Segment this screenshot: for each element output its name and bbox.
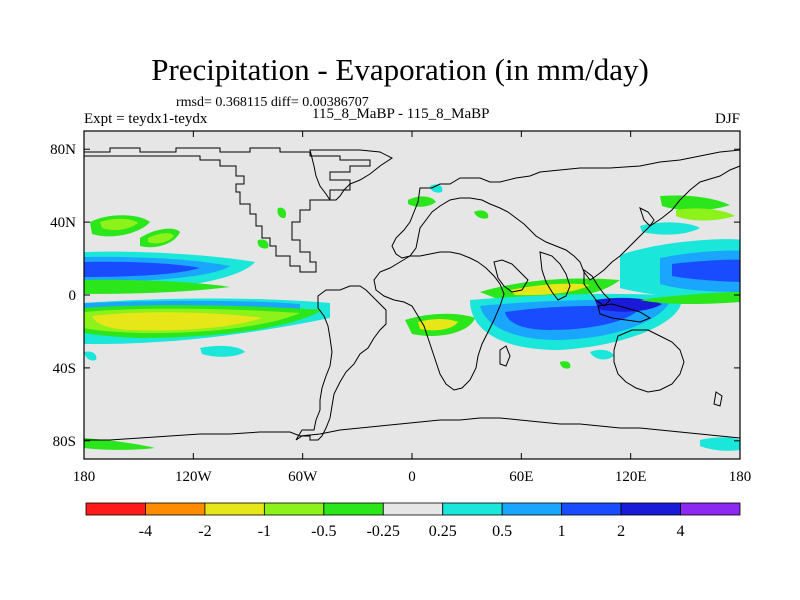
fill-south-band-yellow	[92, 312, 262, 331]
fill-south-indian-green	[560, 361, 571, 369]
fill-south-indian-cyan	[590, 349, 614, 360]
colorbar-label: 1	[558, 523, 566, 540]
colorbar-swatch	[501, 502, 563, 516]
coast-indonesia	[597, 303, 652, 323]
coast-arabia	[493, 259, 529, 293]
coast-indochina	[583, 269, 611, 307]
coast-south-america	[295, 285, 387, 441]
fill-southeast-pacific2-cyan	[84, 351, 97, 361]
fill-southeast-pacific-cyan	[200, 345, 245, 357]
colorbar-label: -1	[258, 523, 271, 540]
colorbar-swatch	[382, 502, 444, 516]
coast-japan	[639, 207, 655, 227]
x-tick-label: 180	[73, 469, 96, 485]
colorbar: -4 -2 -1 -0.5 -0.25 0.25 0.5 1 2 4	[85, 502, 741, 540]
colorbar-label: 0.5	[492, 523, 512, 540]
fill-nw-pacific-cyan	[640, 222, 700, 235]
colorbar-label: -0.25	[367, 523, 400, 540]
fill-atlantic-north-green	[257, 239, 269, 249]
contour-fills	[84, 184, 740, 451]
colorbar-swatch	[620, 502, 681, 516]
coast-india	[539, 251, 571, 301]
coast-north-america	[84, 147, 371, 273]
fill-atlantic-ne2-cyan	[430, 184, 443, 193]
x-tick-label: 60E	[509, 469, 533, 485]
fill-maritime-yellow	[418, 319, 458, 331]
y-tick-label: 40N	[50, 215, 76, 231]
colorbar-swatch	[263, 502, 325, 516]
fill-indian-positive-core	[595, 297, 662, 312]
chart-title: Precipitation - Evaporation (in mm/day)	[151, 52, 649, 87]
colorbar-swatch	[145, 502, 206, 516]
y-tick-label: 80S	[53, 434, 76, 450]
coast-newzealand	[713, 391, 723, 407]
y-tick-label: 80N	[50, 142, 76, 158]
colorbar-swatch	[442, 502, 503, 516]
coastlines	[84, 147, 741, 441]
x-tick-label: 120W	[175, 469, 213, 485]
season-label: DJF	[714, 111, 740, 127]
fill-southern-ocean-cyan	[700, 437, 740, 451]
fill-eurasia-green	[474, 210, 489, 219]
x-tick-label: 60W	[288, 469, 318, 485]
fill-north-itcz-blue	[84, 261, 200, 277]
coast-antarctica	[84, 417, 741, 441]
x-tick-label: 120E	[615, 469, 647, 485]
colorbar-label: -2	[198, 523, 211, 540]
stats-line: rmsd= 0.368115 diff= 0.00386707	[176, 95, 369, 110]
y-tick-label: 0	[69, 288, 77, 304]
coast-australia	[613, 329, 685, 393]
fill-atlantic-north2-green	[277, 207, 287, 219]
colorbar-swatch	[680, 502, 741, 516]
fill-southern-ocean-green	[84, 438, 155, 450]
colorbar-swatch	[561, 502, 622, 516]
colorbar-swatch	[204, 502, 265, 516]
fill-central-pacific-yellowgreen	[148, 233, 174, 244]
coast-africa	[373, 251, 505, 391]
x-tick-label: 0	[408, 469, 416, 485]
fill-ne-pacific-lightgreen	[100, 218, 138, 231]
fill-atlantic-ne-green	[408, 196, 436, 207]
fill-west-pacific-blue	[672, 259, 740, 282]
runs-label: 115_8_MaBP - 115_8_MaBP	[312, 106, 490, 122]
y-tick-label: 40S	[53, 361, 76, 377]
colorbar-label: 0.25	[429, 523, 457, 540]
fill-west-pacific-green	[640, 292, 740, 305]
x-tick-label: 180	[729, 469, 752, 485]
coast-greenland	[309, 149, 393, 201]
colorbar-label: -4	[139, 523, 152, 540]
coast-madagascar	[499, 345, 511, 367]
fill-nw-pacific-green	[660, 195, 730, 211]
colorbar-label: 2	[617, 523, 625, 540]
fill-north-itcz-green	[84, 279, 230, 294]
fill-indian-positive-blue	[505, 305, 640, 330]
colorbar-label: 4	[677, 523, 685, 540]
experiment-label: Expt = teydx1-teydx	[84, 111, 208, 127]
colorbar-swatch	[323, 502, 384, 516]
colorbar-swatch	[85, 502, 146, 516]
fill-nw-pacific-lightgreen	[676, 208, 735, 221]
axes: 180 120W 60W 0 60E 120E 180 80N 40N 0 40S 80S	[50, 131, 751, 485]
coast-eurasia	[391, 149, 741, 281]
colorbar-label: -0.5	[311, 523, 336, 540]
